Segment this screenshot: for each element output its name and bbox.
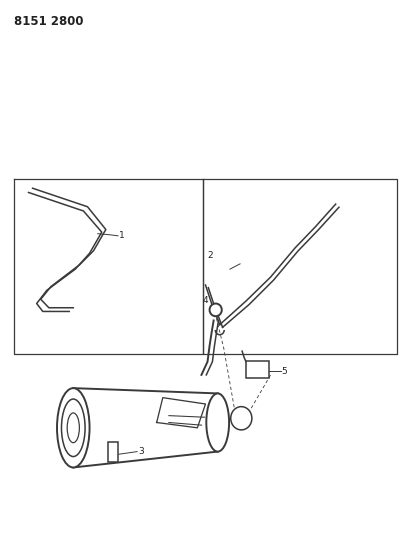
Text: 4: 4 bbox=[203, 296, 208, 305]
Ellipse shape bbox=[231, 407, 252, 430]
Text: 3: 3 bbox=[138, 447, 144, 456]
Text: 5: 5 bbox=[282, 367, 287, 376]
Bar bbox=[246, 361, 268, 377]
Ellipse shape bbox=[57, 388, 90, 467]
Text: 2: 2 bbox=[208, 252, 213, 261]
Bar bbox=[108, 442, 118, 462]
Text: 8151 2800: 8151 2800 bbox=[14, 15, 84, 28]
Text: 1: 1 bbox=[119, 231, 125, 240]
Ellipse shape bbox=[206, 393, 229, 451]
Ellipse shape bbox=[62, 399, 85, 457]
Ellipse shape bbox=[210, 303, 222, 316]
Ellipse shape bbox=[67, 413, 79, 443]
